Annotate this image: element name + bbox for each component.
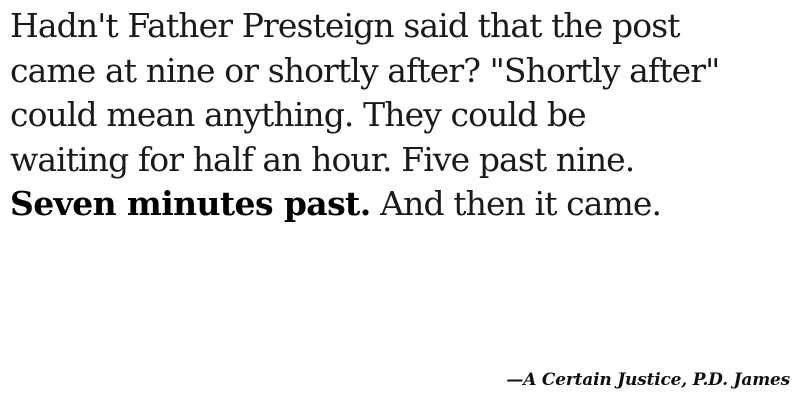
quote-line-5-rest: And then it came. — [370, 184, 662, 223]
quote-line-1: Hadn't Father Presteign said that the po… — [10, 6, 680, 45]
quote-line-5: Seven minutes past. And then it came. — [10, 182, 790, 227]
quote-line-4: waiting for half an hour. Five past nine… — [10, 139, 635, 179]
quote-line-2: came at nine or shortly after? "Shortly … — [10, 50, 720, 90]
quote-emphasis: Seven minutes past. — [10, 184, 371, 223]
attribution: —A Certain Justice, P.D. James — [506, 370, 790, 390]
quote-line-3: could mean anything. They could be — [10, 95, 587, 134]
quote-text: Hadn't Father Presteign said that the po… — [10, 4, 790, 227]
